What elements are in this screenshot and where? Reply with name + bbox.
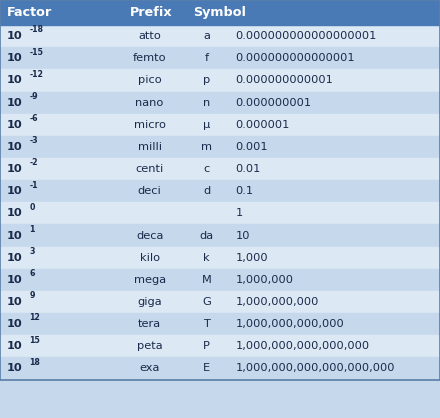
Bar (0, 202, 440, 224)
Text: 0.01: 0.01 (235, 164, 261, 174)
Text: 1: 1 (235, 209, 242, 218)
Bar (0, 69, 440, 92)
Text: 10: 10 (7, 275, 22, 285)
Text: 10: 10 (7, 342, 22, 351)
Text: Symbol: Symbol (194, 6, 246, 19)
Text: 10: 10 (235, 231, 250, 240)
Text: femto: femto (133, 54, 166, 63)
Text: 10: 10 (7, 319, 22, 329)
Text: 10: 10 (7, 120, 22, 130)
Text: -15: -15 (29, 48, 44, 56)
Text: f: f (205, 54, 209, 63)
Text: deci: deci (138, 186, 161, 196)
Text: 0.000000000001: 0.000000000001 (235, 76, 333, 85)
Text: giga: giga (137, 297, 162, 307)
Bar (0, 136, 440, 158)
Text: 0.000000000000000001: 0.000000000000000001 (235, 31, 377, 41)
Bar (0, 0, 440, 25)
Text: 3: 3 (29, 247, 35, 256)
Text: 1,000,000,000: 1,000,000,000 (235, 297, 319, 307)
Text: 10: 10 (7, 54, 22, 63)
Bar (0, 180, 440, 202)
Text: tera: tera (138, 319, 161, 329)
Text: 10: 10 (7, 31, 22, 41)
Text: 0.1: 0.1 (235, 186, 253, 196)
Text: 10: 10 (7, 364, 22, 373)
Text: centi: centi (136, 164, 164, 174)
Text: 10: 10 (7, 186, 22, 196)
Text: -1: -1 (29, 181, 38, 189)
Text: 10: 10 (7, 253, 22, 263)
Text: 18: 18 (29, 358, 40, 367)
Text: 10: 10 (7, 76, 22, 85)
Text: deca: deca (136, 231, 163, 240)
Text: 1,000,000: 1,000,000 (235, 275, 293, 285)
Text: m: m (202, 142, 212, 152)
Text: 0.000000001: 0.000000001 (235, 98, 312, 107)
Text: 12: 12 (29, 314, 40, 322)
Text: 0: 0 (29, 203, 35, 212)
Text: 10: 10 (7, 209, 22, 218)
Text: p: p (203, 76, 210, 85)
Text: c: c (204, 164, 210, 174)
Text: exa: exa (139, 364, 160, 373)
Text: 1,000,000,000,000,000,000: 1,000,000,000,000,000,000 (235, 364, 395, 373)
Text: -18: -18 (29, 25, 44, 34)
Text: d: d (203, 186, 210, 196)
Text: 1,000,000,000,000,000: 1,000,000,000,000,000 (235, 342, 370, 351)
Text: 1,000: 1,000 (235, 253, 268, 263)
Bar (0, 291, 440, 313)
Text: 1: 1 (29, 225, 35, 234)
Text: k: k (203, 253, 210, 263)
Text: μ: μ (203, 120, 210, 130)
Text: 0.001: 0.001 (235, 142, 268, 152)
Text: micro: micro (134, 120, 165, 130)
Bar (0, 224, 440, 247)
Text: 15: 15 (29, 336, 40, 344)
Text: Prefix: Prefix (130, 6, 172, 19)
Text: -2: -2 (29, 158, 38, 167)
Text: n: n (203, 98, 210, 107)
Text: 10: 10 (7, 142, 22, 152)
Text: 0.000001: 0.000001 (235, 120, 290, 130)
Text: 10: 10 (7, 98, 22, 107)
Text: G: G (202, 297, 211, 307)
Text: -9: -9 (29, 92, 38, 101)
Text: atto: atto (138, 31, 161, 41)
Text: 6: 6 (29, 269, 35, 278)
Bar (0, 92, 440, 114)
Text: -12: -12 (29, 70, 44, 79)
Bar (0, 247, 440, 269)
Bar (0, 25, 440, 47)
Text: 1,000,000,000,000: 1,000,000,000,000 (235, 319, 344, 329)
Text: T: T (203, 319, 210, 329)
Bar (0, 47, 440, 69)
Text: a: a (203, 31, 210, 41)
Text: 0.000000000000001: 0.000000000000001 (235, 54, 355, 63)
Text: peta: peta (137, 342, 162, 351)
Bar (0, 357, 440, 380)
Bar (0, 158, 440, 180)
Text: kilo: kilo (139, 253, 160, 263)
Text: 9: 9 (29, 291, 35, 300)
Bar (0, 335, 440, 357)
Text: 10: 10 (7, 164, 22, 174)
Text: da: da (200, 231, 214, 240)
Text: 10: 10 (7, 297, 22, 307)
Text: -3: -3 (29, 136, 38, 145)
Text: pico: pico (138, 76, 161, 85)
Text: P: P (203, 342, 210, 351)
Text: M: M (202, 275, 212, 285)
Bar (0, 269, 440, 291)
Text: mega: mega (133, 275, 166, 285)
Bar (0, 114, 440, 136)
Bar (0, 313, 440, 335)
Text: E: E (203, 364, 210, 373)
Text: -6: -6 (29, 114, 38, 123)
Text: 10: 10 (7, 231, 22, 240)
Text: Factor: Factor (7, 6, 52, 19)
Text: milli: milli (138, 142, 161, 152)
Text: nano: nano (136, 98, 164, 107)
